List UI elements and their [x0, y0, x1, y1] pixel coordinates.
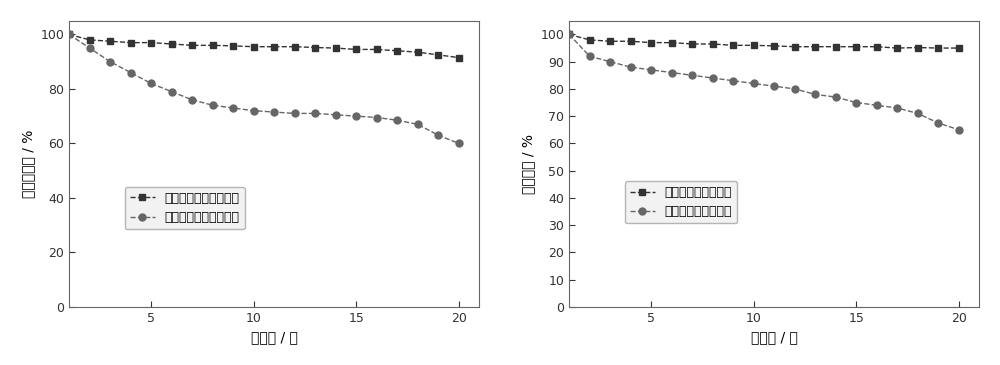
改进后电池库伦效率 — [604, 39, 616, 43]
Y-axis label: 库仑效率 / %: 库仑效率 / % — [521, 134, 535, 194]
改进后电池容量保持率 — [371, 47, 383, 51]
改进后电池容量保持率 — [63, 32, 75, 36]
改进后电池容量保持率 — [227, 44, 239, 48]
改进前电池库伦效率 — [666, 70, 678, 75]
改进前电池库伦效率 — [953, 127, 965, 132]
改进后电池容量保持率 — [104, 39, 116, 43]
改进前电池容量保持率 — [268, 110, 280, 114]
改进前电池库伦效率 — [830, 95, 842, 99]
改进后电池容量保持率 — [289, 45, 301, 49]
改进前电池库伦效率 — [645, 68, 657, 72]
改进前电池容量保持率 — [350, 114, 362, 118]
改进后电池容量保持率 — [207, 43, 219, 47]
改进后电池库伦效率 — [686, 42, 698, 46]
Line: 改进前电池容量保持率: 改进前电池容量保持率 — [66, 31, 462, 147]
改进前电池容量保持率 — [412, 122, 424, 127]
改进后电池库伦效率 — [912, 45, 924, 50]
改进后电池容量保持率 — [350, 47, 362, 51]
改进前电池库伦效率 — [912, 111, 924, 116]
改进前电池库伦效率 — [563, 32, 575, 36]
Line: 改进后电池容量保持率: 改进后电池容量保持率 — [66, 31, 462, 61]
改进后电池容量保持率 — [453, 55, 465, 60]
改进后电池库伦效率 — [891, 46, 903, 50]
改进后电池库伦效率 — [850, 45, 862, 49]
改进前电池库伦效率 — [604, 59, 616, 64]
X-axis label: 循环数 / 个: 循环数 / 个 — [751, 330, 798, 344]
改进前电池容量保持率 — [207, 103, 219, 107]
改进后电池库伦效率 — [830, 45, 842, 49]
改进前电池库伦效率 — [809, 92, 821, 97]
改进后电池容量保持率 — [412, 50, 424, 54]
改进后电池库伦效率 — [748, 43, 760, 47]
改进前电池容量保持率 — [391, 118, 403, 122]
改进后电池库伦效率 — [666, 41, 678, 45]
改进后电池库伦效率 — [645, 41, 657, 45]
改进前电池容量保持率 — [63, 32, 75, 36]
改进前电池容量保持率 — [309, 111, 321, 116]
改进前电池容量保持率 — [432, 133, 444, 137]
改进后电池容量保持率 — [432, 53, 444, 57]
Line: 改进后电池库伦效率: 改进后电池库伦效率 — [566, 31, 962, 51]
改进前电池库伦效率 — [932, 121, 944, 125]
Legend: 改进后电池容量保持率, 改进前电池容量保持率: 改进后电池容量保持率, 改进前电池容量保持率 — [125, 187, 245, 229]
改进前电池容量保持率 — [330, 112, 342, 117]
改进后电池容量保持率 — [84, 38, 96, 42]
改进后电池容量保持率 — [309, 45, 321, 50]
改进后电池库伦效率 — [584, 38, 596, 42]
改进后电池库伦效率 — [768, 44, 780, 48]
改进后电池库伦效率 — [625, 39, 637, 43]
X-axis label: 循环数 / 个: 循环数 / 个 — [251, 330, 298, 344]
改进后电池库伦效率 — [707, 42, 719, 46]
改进前电池容量保持率 — [104, 59, 116, 64]
改进前电池容量保持率 — [125, 70, 137, 75]
改进前电池容量保持率 — [166, 89, 178, 94]
改进前电池容量保持率 — [186, 97, 198, 102]
改进后电池容量保持率 — [248, 45, 260, 49]
改进前电池库伦效率 — [748, 81, 760, 86]
改进后电池容量保持率 — [166, 42, 178, 46]
改进前电池库伦效率 — [871, 103, 883, 107]
Legend: 改进后电池库伦效率, 改进前电池库伦效率: 改进后电池库伦效率, 改进前电池库伦效率 — [625, 181, 737, 223]
Line: 改进前电池库伦效率: 改进前电池库伦效率 — [566, 31, 962, 133]
改进前电池容量保持率 — [84, 46, 96, 50]
改进后电池库伦效率 — [727, 43, 739, 47]
改进后电池库伦效率 — [789, 45, 801, 49]
改进后电池库伦效率 — [871, 45, 883, 49]
改进前电池库伦效率 — [768, 84, 780, 88]
改进前电池容量保持率 — [145, 81, 157, 86]
改进后电池容量保持率 — [268, 45, 280, 49]
改进后电池容量保持率 — [391, 49, 403, 53]
改进前电池库伦效率 — [584, 54, 596, 58]
改进前电池库伦效率 — [686, 73, 698, 77]
改进前电池库伦效率 — [891, 106, 903, 110]
改进前电池容量保持率 — [248, 108, 260, 113]
改进后电池容量保持率 — [330, 46, 342, 50]
改进前电池库伦效率 — [625, 65, 637, 69]
改进后电池库伦效率 — [563, 32, 575, 36]
改进后电池容量保持率 — [186, 43, 198, 47]
改进前电池容量保持率 — [371, 115, 383, 120]
Y-axis label: 容量保持率 / %: 容量保持率 / % — [21, 130, 35, 198]
改进前电池库伦效率 — [850, 100, 862, 105]
改进前电池容量保持率 — [289, 111, 301, 116]
改进前电池容量保持率 — [453, 141, 465, 146]
改进后电池容量保持率 — [125, 41, 137, 45]
改进后电池容量保持率 — [145, 41, 157, 45]
改进后电池库伦效率 — [932, 46, 944, 50]
改进后电池库伦效率 — [953, 46, 965, 50]
改进前电池库伦效率 — [789, 87, 801, 91]
改进前电池容量保持率 — [227, 106, 239, 110]
改进后电池库伦效率 — [809, 45, 821, 49]
改进前电池库伦效率 — [727, 78, 739, 83]
改进前电池库伦效率 — [707, 76, 719, 80]
